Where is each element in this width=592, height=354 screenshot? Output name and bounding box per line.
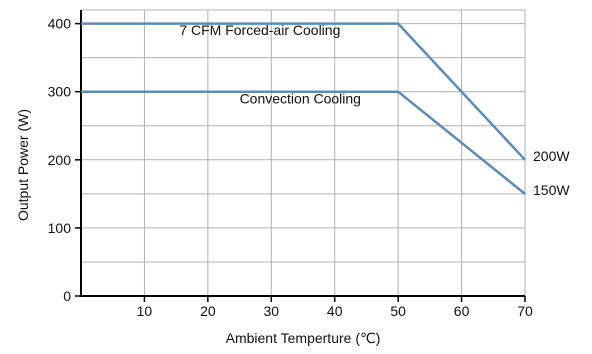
series-line-1	[81, 22, 526, 161]
tick-labels: 0 100 200 300 400 10 20 30 40 50 60 70	[48, 16, 533, 319]
x-tick-label: 60	[454, 303, 470, 319]
x-tick-label: 10	[137, 303, 153, 319]
x-axis-title: Ambient Temperture (℃)	[226, 330, 381, 346]
x-tick-label: 70	[517, 303, 533, 319]
grid-lines	[81, 9, 526, 296]
y-tick-label: 200	[48, 152, 72, 168]
x-tick-label: 20	[200, 303, 216, 319]
end-label-2: 150W	[533, 182, 570, 198]
y-tick-label: 100	[48, 220, 72, 236]
x-tick-label: 30	[263, 303, 279, 319]
x-tick-label: 50	[390, 303, 406, 319]
series-line-2	[81, 90, 526, 195]
annotation-1: 7 CFM Forced-air Cooling	[179, 22, 340, 38]
y-tick-label: 400	[48, 16, 72, 32]
x-tick-label: 40	[327, 303, 343, 319]
y-tick-label: 300	[48, 84, 72, 100]
y-axis-title: Output Power (W)	[15, 109, 31, 221]
annotations: 7 CFM Forced-air Cooling Convection Cooli…	[179, 22, 570, 198]
annotation-2: Convection Cooling	[240, 90, 361, 106]
series-lines	[81, 22, 526, 195]
axes	[80, 10, 525, 297]
y-tick-label: 0	[63, 288, 71, 304]
end-label-1: 200W	[533, 148, 570, 164]
